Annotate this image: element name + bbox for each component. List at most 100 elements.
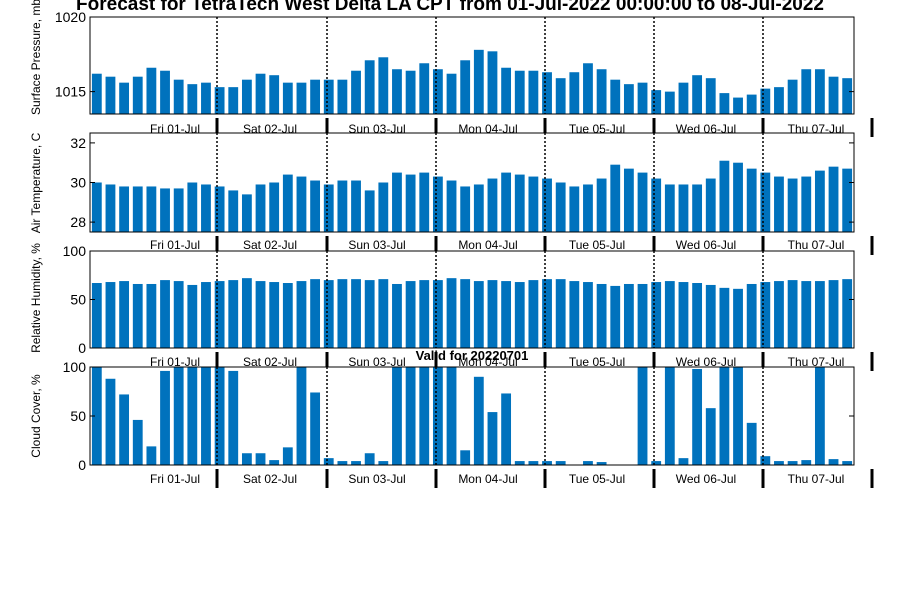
bar [774,87,784,114]
bar [91,367,102,465]
bar [351,279,361,348]
cloud-cover-panel: 0 50 100 Fri 01-Jul Sat 02-Jul Sun 03-Jul Mon … [29,359,874,488]
bar [173,367,184,465]
bar [473,281,484,348]
figure-subtitle: Valid for 20220701 [416,348,529,363]
day-label-wed-06-jul: Wed 06-Jul [676,238,736,252]
bar [705,178,716,232]
bar [569,186,580,232]
bar [255,73,266,114]
day-label-sun-03-jul: Sun 03-Jul [348,355,405,369]
bar [228,87,239,114]
bar [201,367,211,465]
bar [719,160,730,232]
bar [282,447,293,465]
bar [596,178,607,232]
bar [719,93,730,114]
day-label-fri-01-jul: Fri 01-Jul [150,355,200,369]
bar [432,367,443,465]
bar [801,460,812,465]
bar [364,453,375,465]
bar [419,63,430,114]
bar [364,280,375,348]
bar [392,367,402,465]
bar [241,194,252,232]
bar [146,186,157,232]
bar [787,461,798,465]
bar [814,69,825,114]
bar [105,76,116,114]
bar [801,281,812,348]
bar [487,412,498,465]
bar [664,281,675,348]
bar [760,172,771,232]
bar [746,283,757,348]
bar [705,284,716,348]
day-label-mon-04-jul: Mon 04-Jul [458,238,517,252]
bar [201,282,211,348]
bar [678,184,689,232]
y-axis-label: Cloud Cover, % [29,374,43,458]
bar [214,186,225,232]
bar [719,367,730,465]
bar [269,75,280,114]
day-label-sun-03-jul: Sun 03-Jul [348,238,405,252]
air-temperature-panel: 28 30 32 Fri 01-Jul Sat 02-Jul Sun 03-Jul Mon … [29,132,874,255]
bar [214,87,225,114]
bar [828,76,839,114]
bar [446,73,457,114]
bar [651,461,662,465]
bar [187,182,198,232]
bar [637,367,648,465]
bar [842,461,853,465]
bar [296,281,307,348]
bar [460,186,471,232]
bar [528,176,539,232]
bar [105,378,116,465]
bar [746,168,757,232]
bar [119,281,130,348]
y-axis-label: Surface Pressure, mb [29,0,43,115]
y-tick-label: 0 [78,457,86,473]
bar [405,174,416,232]
bar [623,84,634,114]
bar [514,174,525,232]
bar [487,280,498,348]
bar [364,60,375,114]
y-tick-label: 32 [70,135,86,151]
y-tick-label: 50 [70,408,86,424]
bar [160,370,170,465]
day-label-thu-07-jul: Thu 07-Jul [788,472,845,486]
bar [746,422,757,465]
bar [337,79,348,114]
bar [269,460,280,465]
bar [160,280,170,348]
bar [678,282,689,348]
bar [105,184,116,232]
bar [460,279,471,348]
bar [637,172,648,232]
bar [651,90,662,114]
bar [542,178,552,232]
bar [460,60,471,114]
bar [528,280,539,348]
bar [487,178,498,232]
bar [514,461,525,465]
bar [255,184,266,232]
bar [255,281,266,348]
bar [610,79,621,114]
bar [501,393,512,465]
day-label-wed-06-jul: Wed 06-Jul [676,472,736,486]
bar [446,278,457,348]
bar [132,186,143,232]
bar [664,184,675,232]
relative-humidity-panel: 0 50 100 Fri 01-Jul Sat 02-Jul Sun 03-Jul Mon … [29,243,874,371]
bar [814,367,825,465]
bar [733,367,743,465]
bar [296,367,307,465]
bar [623,283,634,348]
bar [787,178,798,232]
bar [160,188,170,232]
y-tick-label: 100 [63,243,87,259]
bar [419,367,430,465]
